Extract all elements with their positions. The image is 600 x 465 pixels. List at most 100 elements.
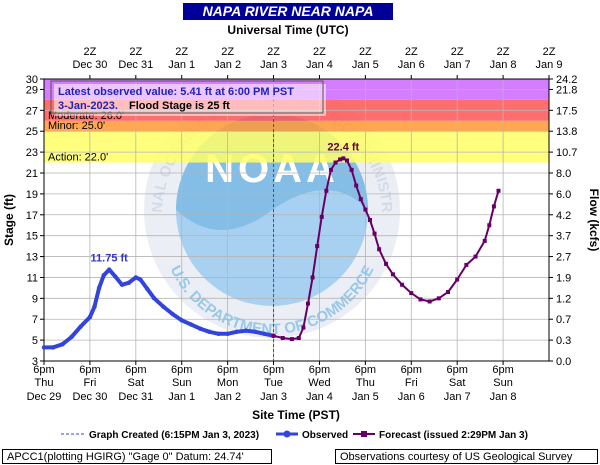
observed-point [161, 304, 166, 309]
bottom-tick-date: Jan 6 [398, 391, 425, 403]
right-axis-ticks: 24.221.8 17.5 13.8 10.7 8.0 6.0 4.2 3.7 2.7 1.9 1.… [549, 74, 577, 368]
forecast-point [496, 188, 501, 193]
bottom-tick-date: Jan 2 [214, 391, 241, 403]
forecast-point [418, 297, 423, 302]
right-tick-label: 21.8 [556, 84, 577, 96]
forecast-point [473, 254, 478, 259]
left-tick-label: 5 [32, 335, 38, 347]
peak-label: 11.75 ft [91, 253, 129, 265]
observed-point [252, 329, 258, 334]
left-tick-label: 19 [26, 189, 38, 201]
left-tick-label: 15 [26, 231, 38, 243]
forecast-point [349, 167, 354, 172]
forecast-point [333, 160, 338, 165]
right-tick-label: 17.5 [556, 105, 577, 117]
bottom-tick-time: 6pm [217, 364, 238, 376]
bottom-tick-time: 6pm [492, 364, 513, 376]
top-tick-time: 2Z [497, 46, 510, 58]
observed-point [41, 345, 47, 350]
top-tick-date: Dec 31 [118, 59, 153, 71]
legend-graph-created: Graph Created (6:15PM Jan 3, 2023) [89, 430, 259, 441]
left-tick-label: 17 [26, 210, 38, 222]
top-tick-date: Jan 9 [536, 59, 563, 71]
left-tick-label: 13 [26, 252, 38, 264]
right-tick-label: 2.7 [556, 252, 571, 264]
top-tick-time: 2Z [221, 46, 234, 58]
forecast-point [367, 218, 372, 222]
top-tick-time: 2Z [83, 46, 96, 58]
forecast-point [491, 204, 496, 209]
bottom-tick-day: Sun [172, 377, 192, 389]
top-tick-date: Dec 30 [72, 59, 107, 71]
right-tick-label: 1.9 [556, 272, 571, 284]
peak-label: 22.4 ft [327, 141, 359, 153]
bottom-axis-title: Site Time (PST) [252, 408, 340, 422]
bottom-tick-day: Sat [449, 377, 466, 389]
bottom-tick-date: Dec 29 [27, 391, 62, 403]
annotation-line1: Latest observed value: 5.41 ft at 6:00 P… [58, 86, 294, 98]
observed-point [69, 334, 74, 340]
observed-point [262, 331, 267, 337]
observed-point [106, 267, 112, 272]
annotation-line2b: Flood Stage is 25 ft [129, 100, 230, 112]
observed-point [60, 342, 65, 347]
chart-title: NAPA RIVER NEAR NAPA [203, 3, 374, 19]
top-tick-time: 2Z [313, 46, 326, 58]
footer-datum-text: APCC1(plotting HGIRG) "Gage 0" Datum: 24… [7, 451, 244, 463]
bottom-tick-day: Fri [405, 377, 418, 389]
observed-point [101, 273, 106, 278]
right-tick-label: 10.7 [556, 147, 577, 159]
forecast-point [482, 238, 487, 243]
bottom-tick-date: Jan 5 [352, 391, 379, 403]
top-tick-date: Jan 3 [260, 59, 287, 71]
bottom-tick-day: Fri [83, 377, 96, 389]
left-tick-label: 3 [32, 356, 38, 368]
forecast-point [271, 333, 276, 338]
bottom-tick-date: Jan 8 [490, 391, 517, 403]
forecast-point [400, 282, 405, 287]
forecast-point [487, 223, 492, 228]
forecast-point [305, 301, 310, 306]
bottom-tick-time: 6pm [401, 364, 422, 376]
right-tick-label: 0.3 [556, 335, 571, 347]
top-tick-time: 2Z [543, 46, 556, 58]
observed-point [96, 285, 102, 291]
observed-point [78, 324, 83, 329]
forecast-point [409, 291, 414, 296]
observed-point [207, 329, 212, 334]
forecast-point [345, 158, 349, 163]
top-tick-date: Jan 7 [444, 59, 471, 71]
observed-point [50, 345, 56, 350]
observed-point [133, 275, 139, 280]
top-axis-title: Universal Time (UTC) [227, 23, 348, 37]
right-tick-label: 13.8 [556, 126, 577, 138]
flood-band-0 [44, 131, 549, 163]
forecast-point [319, 214, 324, 219]
left-tick-label: 11 [27, 272, 38, 284]
forecast-point [358, 197, 363, 202]
forecast-point [328, 167, 333, 172]
bottom-tick-time: 6pm [171, 364, 192, 376]
forecast-point [315, 244, 320, 249]
observed-point [179, 318, 184, 323]
plot-border [43, 78, 550, 362]
observed-point [188, 322, 194, 327]
top-tick-time: 2Z [405, 46, 418, 58]
forecast-point [301, 325, 306, 330]
forecast-point [280, 336, 285, 341]
observed-point [138, 277, 143, 282]
forecast-point [384, 261, 389, 266]
legend: Graph Created (6:15PM Jan 3, 2023) Obser… [61, 430, 528, 441]
right-tick-label: 6.0 [556, 189, 571, 201]
top-tick-time: 2Z [451, 46, 464, 58]
bottom-tick-day: Thu [35, 377, 54, 389]
flood-band-1 [44, 120, 549, 132]
forecast-point [296, 336, 301, 341]
observed-point [197, 326, 203, 331]
forecast-point [427, 299, 432, 304]
observed-point [151, 296, 157, 301]
forecast-point [377, 247, 382, 252]
footer-credit: Observations courtesy of US Geological S… [335, 449, 598, 464]
